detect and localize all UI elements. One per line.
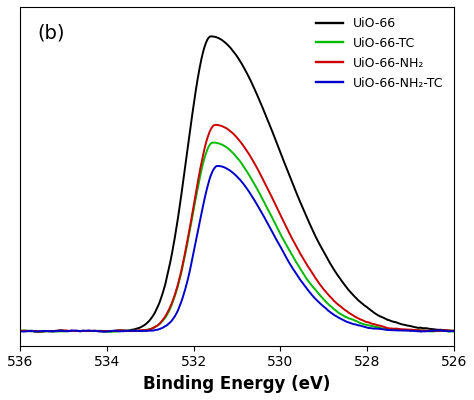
UiO-66 <box>73 329 78 334</box>
UiO-66 <box>35 329 41 334</box>
Text: (b): (b) <box>37 24 65 43</box>
UiO-66 <box>451 328 457 333</box>
UiO-66-NH₂ <box>266 188 272 193</box>
UiO-66 <box>401 322 407 327</box>
UiO-66 <box>209 34 214 39</box>
Line: UiO-66-NH₂: UiO-66-NH₂ <box>20 125 454 332</box>
UiO-66-NH₂ <box>26 328 31 333</box>
Line: UiO-66-NH₂-TC: UiO-66-NH₂-TC <box>20 166 454 332</box>
UiO-66-NH₂-TC <box>376 326 382 331</box>
UiO-66-NH₂ <box>38 329 44 334</box>
UiO-66-NH₂-TC <box>72 328 78 333</box>
UiO-66-NH₂-TC <box>26 329 31 334</box>
UiO-66-NH₂-TC <box>100 329 106 334</box>
UiO-66 <box>26 328 31 333</box>
UiO-66-NH₂ <box>17 328 23 333</box>
UiO-66-NH₂ <box>73 328 78 333</box>
UiO-66-TC <box>451 329 457 334</box>
UiO-66-NH₂-TC <box>17 329 23 334</box>
UiO-66-TC <box>376 325 382 330</box>
UiO-66 <box>266 120 272 125</box>
Line: UiO-66: UiO-66 <box>20 36 454 332</box>
UiO-66-NH₂ <box>401 327 407 332</box>
UiO-66-NH₂-TC <box>401 328 407 333</box>
UiO-66-TC <box>266 209 272 214</box>
UiO-66-TC <box>73 328 78 333</box>
Line: UiO-66-TC: UiO-66-TC <box>20 142 454 332</box>
UiO-66-NH₂-TC <box>285 257 291 262</box>
X-axis label: Binding Energy (eV): Binding Energy (eV) <box>143 375 331 393</box>
UiO-66-NH₂ <box>285 227 291 232</box>
UiO-66 <box>376 313 382 318</box>
UiO-66-TC <box>401 328 407 332</box>
UiO-66-TC <box>37 330 43 334</box>
UiO-66 <box>285 168 291 173</box>
UiO-66-NH₂-TC <box>214 164 220 168</box>
Legend: UiO-66, UiO-66-TC, UiO-66-NH₂, UiO-66-NH₂-TC: UiO-66, UiO-66-TC, UiO-66-NH₂, UiO-66-NH… <box>312 13 447 93</box>
UiO-66-TC <box>210 140 216 145</box>
UiO-66-NH₂ <box>376 323 382 328</box>
UiO-66-TC <box>17 328 23 333</box>
UiO-66 <box>17 328 23 333</box>
UiO-66-NH₂ <box>213 122 219 127</box>
UiO-66-TC <box>26 328 31 333</box>
UiO-66-NH₂-TC <box>451 329 457 334</box>
UiO-66-NH₂ <box>451 328 457 333</box>
UiO-66-TC <box>285 244 291 249</box>
UiO-66-NH₂-TC <box>266 223 272 228</box>
